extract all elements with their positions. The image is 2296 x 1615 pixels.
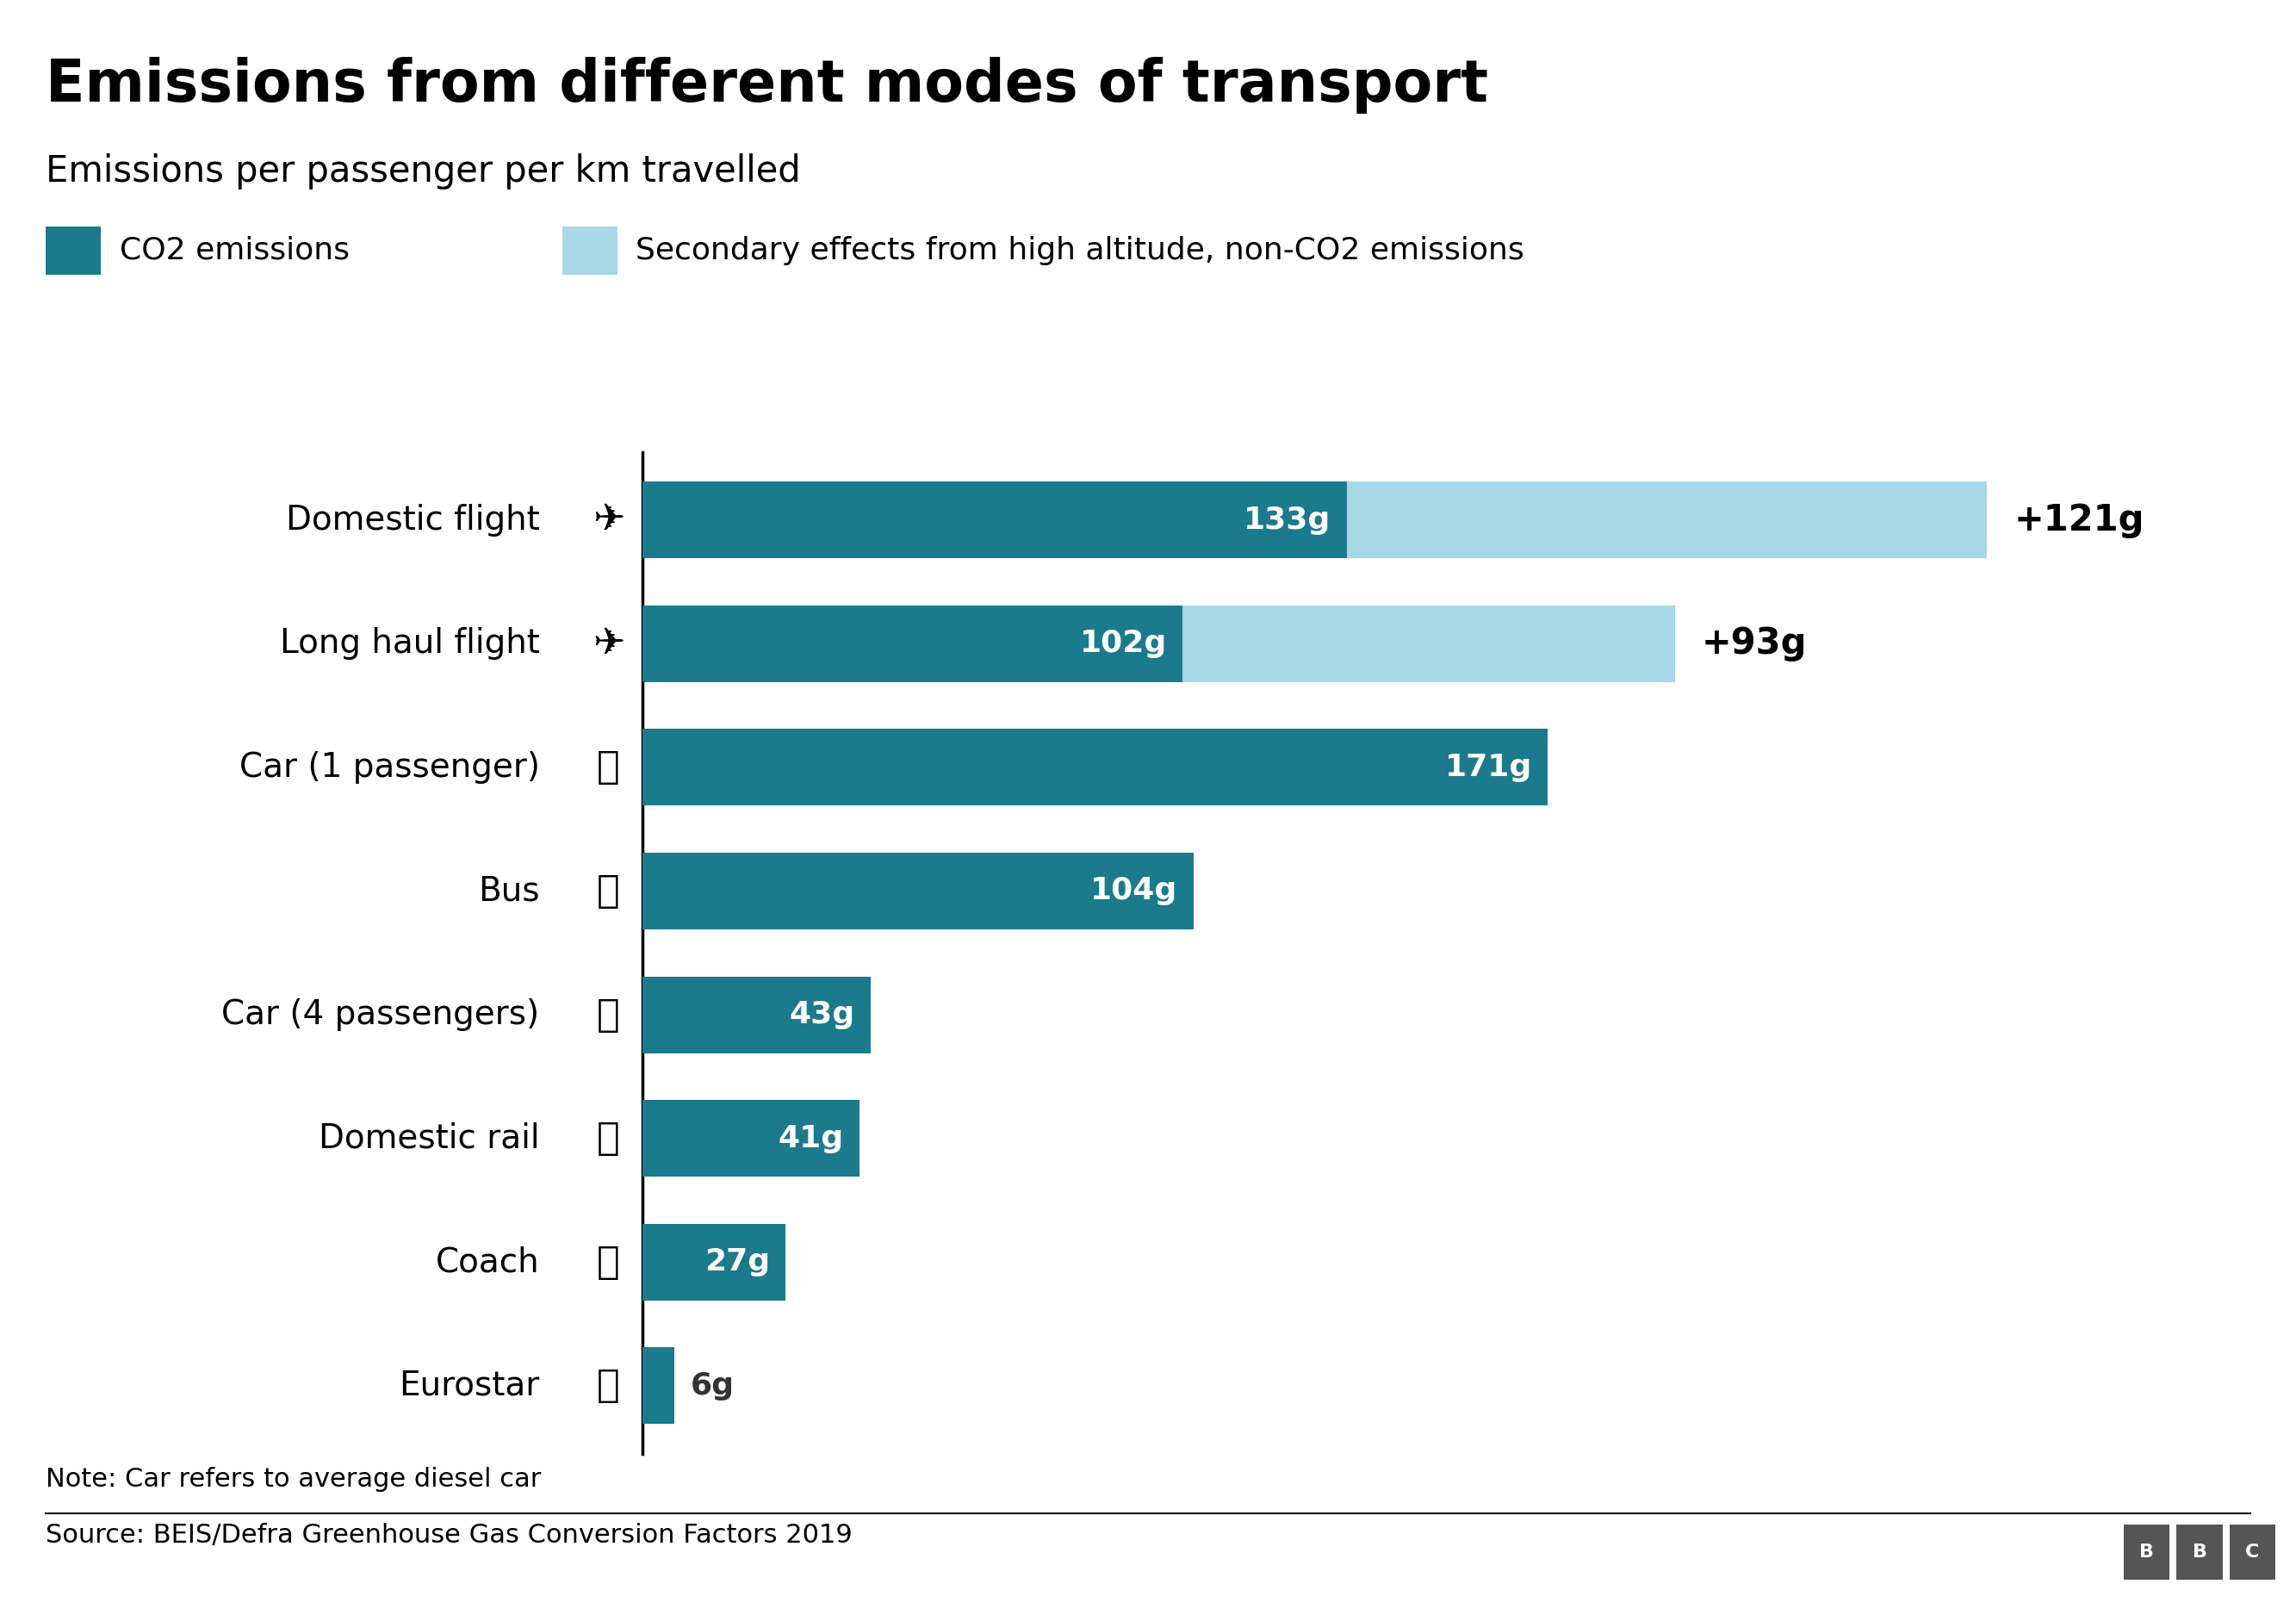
Text: C: C bbox=[2245, 1544, 2259, 1560]
Bar bbox=[643, 1100, 861, 1177]
Text: +121g: +121g bbox=[2014, 502, 2144, 538]
Text: 104g: 104g bbox=[1091, 877, 1178, 906]
Bar bbox=[643, 977, 870, 1053]
Text: 171g: 171g bbox=[1444, 753, 1531, 782]
Text: Note: Car refers to average diesel car: Note: Car refers to average diesel car bbox=[46, 1468, 542, 1492]
Text: 🚌: 🚌 bbox=[597, 872, 620, 909]
Text: Long haul flight: Long haul flight bbox=[280, 628, 540, 661]
Text: Car (1 passenger): Car (1 passenger) bbox=[239, 751, 540, 783]
Text: B: B bbox=[2140, 1544, 2154, 1560]
Text: 🚗: 🚗 bbox=[597, 996, 620, 1034]
Bar bbox=[643, 1347, 675, 1424]
Text: 27g: 27g bbox=[705, 1247, 769, 1276]
Text: ✈: ✈ bbox=[592, 625, 625, 662]
Text: Bus: Bus bbox=[478, 875, 540, 908]
Text: 🚗: 🚗 bbox=[597, 749, 620, 787]
Text: B: B bbox=[2193, 1544, 2206, 1560]
Bar bbox=[643, 1224, 785, 1300]
Text: ✈: ✈ bbox=[592, 502, 625, 539]
Text: 102g: 102g bbox=[1079, 630, 1166, 659]
Text: CO2 emissions: CO2 emissions bbox=[119, 236, 349, 265]
Text: Emissions from different modes of transport: Emissions from different modes of transp… bbox=[46, 57, 1488, 113]
Text: 6g: 6g bbox=[691, 1371, 735, 1400]
Bar bbox=[643, 606, 1182, 682]
Text: 133g: 133g bbox=[1244, 505, 1332, 535]
Text: Emissions per passenger per km travelled: Emissions per passenger per km travelled bbox=[46, 153, 801, 189]
Bar bbox=[643, 481, 1348, 559]
Bar bbox=[643, 853, 1194, 929]
Text: Domestic flight: Domestic flight bbox=[285, 504, 540, 536]
Text: Secondary effects from high altitude, non-CO2 emissions: Secondary effects from high altitude, no… bbox=[636, 236, 1525, 265]
Text: +93g: +93g bbox=[1701, 625, 1807, 662]
Bar bbox=[643, 728, 1548, 806]
Bar bbox=[1182, 606, 1674, 682]
Text: Eurostar: Eurostar bbox=[400, 1370, 540, 1402]
Text: Car (4 passengers): Car (4 passengers) bbox=[223, 998, 540, 1030]
Text: Coach: Coach bbox=[436, 1245, 540, 1277]
Text: 🚆: 🚆 bbox=[597, 1119, 620, 1156]
Text: 🚆: 🚆 bbox=[597, 1366, 620, 1403]
Text: Source: BEIS/Defra Greenhouse Gas Conversion Factors 2019: Source: BEIS/Defra Greenhouse Gas Conver… bbox=[46, 1523, 852, 1547]
Bar bbox=[1348, 481, 1986, 559]
Text: Domestic rail: Domestic rail bbox=[319, 1122, 540, 1155]
Text: 🚌: 🚌 bbox=[597, 1244, 620, 1281]
Text: 41g: 41g bbox=[778, 1124, 845, 1153]
Text: 43g: 43g bbox=[790, 1000, 854, 1029]
